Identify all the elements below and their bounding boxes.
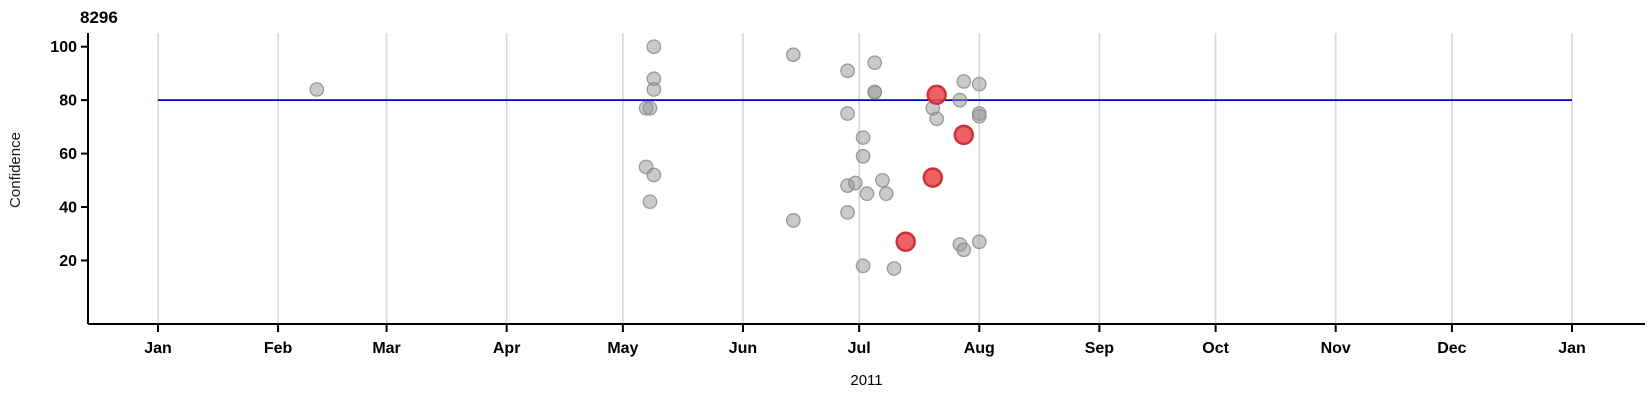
data-point bbox=[642, 100, 658, 116]
data-point bbox=[855, 258, 871, 274]
data-point bbox=[886, 261, 902, 276]
x-tick-label: Apr bbox=[493, 340, 521, 357]
data-point bbox=[878, 186, 894, 202]
data-point bbox=[840, 106, 855, 121]
data-point bbox=[642, 194, 658, 210]
highlighted-points bbox=[895, 84, 974, 252]
data-point bbox=[952, 92, 968, 108]
data-point bbox=[785, 47, 801, 63]
y-tick-label: 40 bbox=[59, 200, 77, 217]
axes bbox=[81, 33, 1645, 332]
x-axis-title: 2011 bbox=[850, 372, 882, 389]
highlighted-data-point bbox=[926, 84, 947, 105]
data-point bbox=[646, 82, 662, 97]
x-tick-label: Jan bbox=[144, 340, 172, 357]
data-point bbox=[859, 186, 875, 202]
data-point bbox=[971, 234, 987, 250]
x-tick-label: Dec bbox=[1437, 340, 1466, 357]
x-tick-label: Feb bbox=[264, 340, 293, 357]
x-tick-label: Jan bbox=[1558, 340, 1586, 357]
data-point bbox=[309, 82, 325, 97]
data-point bbox=[855, 130, 871, 145]
y-tick-label: 80 bbox=[59, 93, 77, 110]
y-tick-label: 60 bbox=[59, 146, 77, 163]
x-tick-label: Aug bbox=[964, 340, 995, 357]
y-tick-label: 20 bbox=[59, 253, 77, 270]
y-axis-tick-labels: 20 40 60 80 100 bbox=[50, 39, 77, 270]
y-axis-title: Confidence bbox=[7, 132, 24, 208]
data-point bbox=[956, 74, 972, 89]
x-tick-label: Jun bbox=[729, 340, 757, 357]
data-point bbox=[971, 108, 987, 124]
data-point bbox=[840, 63, 855, 79]
data-point bbox=[867, 55, 883, 71]
x-tick-label: May bbox=[607, 340, 638, 357]
highlighted-data-point bbox=[922, 167, 943, 188]
x-tick-label: Sep bbox=[1085, 340, 1115, 357]
highlighted-data-point bbox=[895, 231, 916, 252]
data-point bbox=[840, 205, 855, 220]
data-point bbox=[875, 172, 890, 188]
x-tick-label: Jul bbox=[848, 340, 871, 357]
x-tick-label: Nov bbox=[1321, 340, 1351, 357]
data-point bbox=[971, 76, 987, 92]
x-tick-label: Oct bbox=[1202, 340, 1229, 357]
y-tick-label: 100 bbox=[50, 39, 77, 56]
x-axis-tick-labels: Jan Feb Mar Apr May Jun Jul Aug Sep Oct Nov Dec Jan bbox=[144, 340, 1586, 357]
normal-points bbox=[309, 39, 987, 276]
data-point bbox=[867, 84, 883, 100]
data-point bbox=[646, 39, 662, 55]
x-tick-label: Mar bbox=[372, 340, 400, 357]
data-point bbox=[956, 242, 972, 258]
data-point bbox=[855, 148, 871, 164]
data-point bbox=[646, 167, 662, 183]
data-point bbox=[847, 175, 863, 191]
data-point bbox=[929, 111, 945, 127]
data-point bbox=[785, 213, 801, 228]
highlighted-data-point bbox=[953, 124, 974, 146]
month-gridlines bbox=[157, 33, 1573, 324]
chart-title: 8296 bbox=[80, 8, 118, 27]
